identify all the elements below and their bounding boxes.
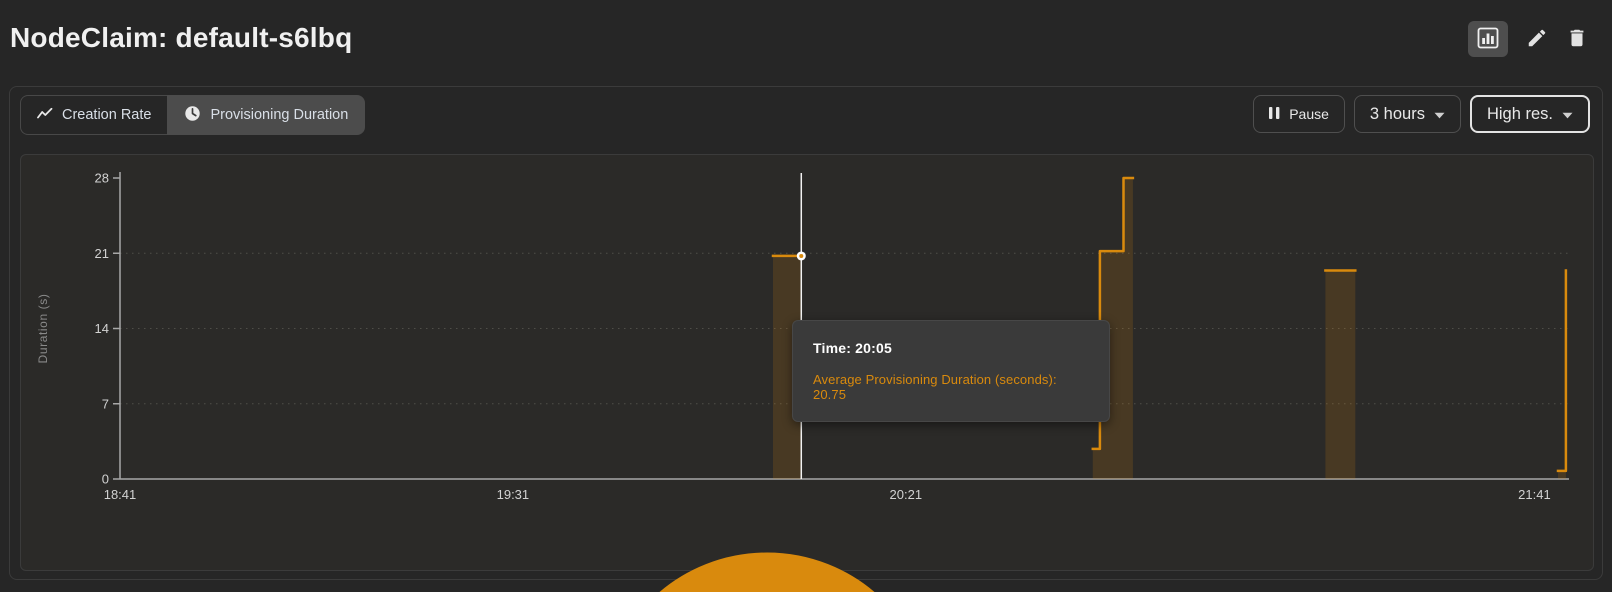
legend-item[interactable]: Average Provisioning Duration (seconds): [0, 511, 1612, 592]
svg-text:20:21: 20:21: [890, 487, 923, 502]
delete-button[interactable]: [1566, 27, 1588, 52]
svg-text:19:31: 19:31: [497, 487, 530, 502]
legend-marker-icon: [0, 511, 1553, 592]
pause-button[interactable]: Pause: [1253, 95, 1345, 133]
tooltip-value: Average Provisioning Duration (seconds):…: [813, 372, 1057, 402]
chart-card: Creation Rate Provisioning Duration: [9, 86, 1603, 592]
chevron-down-icon: [1562, 105, 1573, 124]
svg-text:21:41: 21:41: [1518, 487, 1551, 502]
clock-icon: [184, 105, 201, 126]
chart-tabs: Creation Rate Provisioning Duration: [20, 95, 366, 135]
pencil-icon: [1526, 27, 1548, 52]
tab-creation-rate[interactable]: Creation Rate: [20, 95, 168, 135]
svg-text:28: 28: [95, 171, 109, 186]
line-chart-icon: [37, 107, 53, 124]
time-range-dropdown[interactable]: 3 hours: [1353, 95, 1461, 133]
svg-text:Duration (s): Duration (s): [36, 294, 50, 364]
tab-label: Creation Rate: [62, 107, 152, 123]
chart-controls: Pause 3 hours High res.: [1253, 95, 1590, 133]
tab-label: Provisioning Duration: [210, 107, 349, 123]
header-actions: [1468, 20, 1588, 58]
chart-legend: Average Provisioning Duration (seconds): [21, 511, 1593, 592]
bar-chart-icon: [1477, 27, 1499, 52]
tab-provisioning-duration[interactable]: Provisioning Duration: [167, 95, 366, 135]
edit-button[interactable]: [1526, 27, 1548, 52]
pause-label: Pause: [1289, 106, 1329, 122]
trash-icon: [1566, 27, 1588, 52]
pause-icon: [1269, 106, 1280, 123]
svg-text:21: 21: [95, 246, 109, 261]
svg-text:7: 7: [102, 396, 109, 411]
chart-tooltip: Time: 20:05 Average Provisioning Duratio…: [792, 320, 1110, 422]
page-title: NodeClaim: default-s6lbq: [10, 22, 353, 53]
svg-text:18:41: 18:41: [104, 487, 137, 502]
resolution-value: High res.: [1486, 104, 1553, 123]
resolution-dropdown[interactable]: High res.: [1469, 95, 1590, 133]
chart-panel: 0 7 14 21 28 18:41 19:31 20:21 21:41 Duration (s)…: [20, 154, 1594, 592]
chart-view-button[interactable]: [1468, 21, 1508, 57]
svg-text:0: 0: [102, 472, 109, 487]
svg-text:14: 14: [95, 321, 109, 336]
chevron-down-icon: [1434, 105, 1445, 124]
time-range-value: 3 hours: [1369, 104, 1425, 123]
tooltip-time: Time: 20:05: [813, 340, 892, 356]
